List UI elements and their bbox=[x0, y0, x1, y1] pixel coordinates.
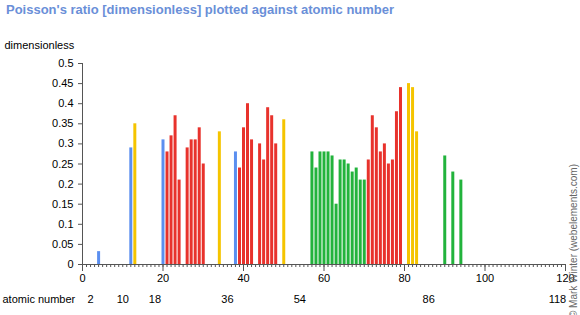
svg-text:0.1: 0.1 bbox=[58, 218, 73, 230]
svg-text:60: 60 bbox=[318, 272, 330, 284]
svg-text:0.05: 0.05 bbox=[52, 238, 73, 250]
svg-text:80: 80 bbox=[398, 272, 410, 284]
svg-text:54: 54 bbox=[294, 293, 306, 305]
svg-text:0.45: 0.45 bbox=[52, 77, 73, 89]
svg-text:118: 118 bbox=[549, 293, 567, 305]
svg-text:0: 0 bbox=[67, 258, 73, 270]
svg-text:0.25: 0.25 bbox=[52, 158, 73, 170]
svg-text:100: 100 bbox=[476, 272, 494, 284]
svg-text:atomic number: atomic number bbox=[3, 293, 76, 305]
svg-text:dimensionless: dimensionless bbox=[5, 39, 75, 51]
svg-text:0.2: 0.2 bbox=[58, 178, 73, 190]
svg-text:18: 18 bbox=[149, 293, 161, 305]
svg-text:0.15: 0.15 bbox=[52, 198, 73, 210]
svg-text:10: 10 bbox=[117, 293, 129, 305]
html-text:Poisson's ratio [dimensionless: Poisson's ratio [dimensionless] plotted … bbox=[6, 2, 395, 17]
svg-text:0.35: 0.35 bbox=[52, 117, 73, 129]
svg-text:0.4: 0.4 bbox=[58, 97, 73, 109]
svg-text:0.3: 0.3 bbox=[58, 137, 73, 149]
svg-text:0: 0 bbox=[79, 272, 85, 284]
svg-text:20: 20 bbox=[157, 272, 169, 284]
svg-text:2: 2 bbox=[87, 293, 93, 305]
svg-text:36: 36 bbox=[221, 293, 233, 305]
svg-text:0.5: 0.5 bbox=[58, 57, 73, 69]
svg-text:86: 86 bbox=[423, 293, 435, 305]
svg-text:40: 40 bbox=[237, 272, 249, 284]
svg-text:© Mark Winter (webelements.com: © Mark Winter (webelements.com) bbox=[568, 164, 579, 315]
svg-text:120: 120 bbox=[556, 272, 575, 285]
